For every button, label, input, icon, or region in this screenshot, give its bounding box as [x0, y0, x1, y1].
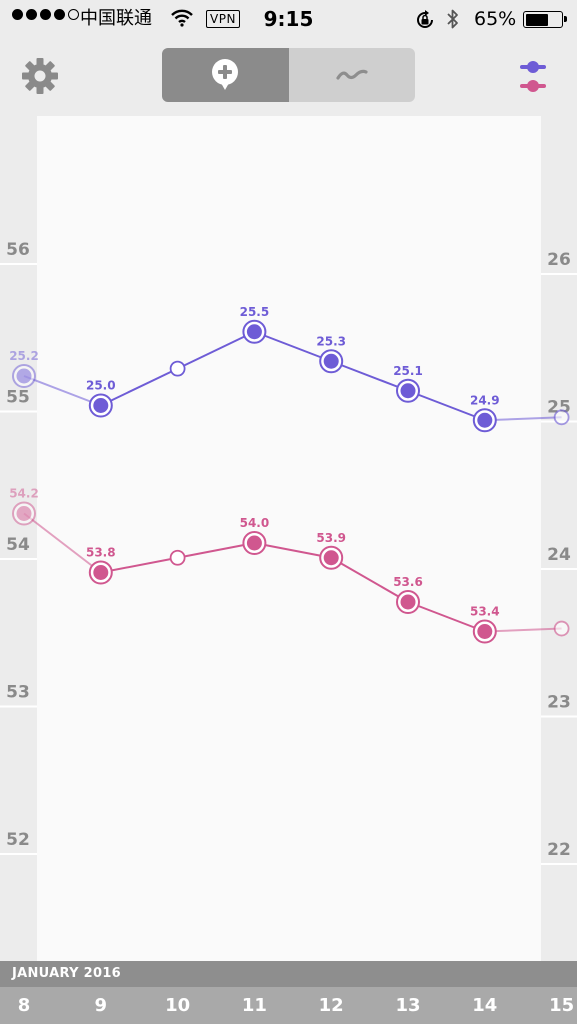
vpn-badge: VPN	[206, 10, 240, 28]
data-point[interactable]	[323, 550, 339, 566]
left-axis-tick-label: 52	[6, 830, 30, 850]
battery-percent: 65%	[474, 8, 517, 30]
data-label: 25.2	[9, 349, 39, 363]
gear-icon	[22, 58, 58, 94]
data-label: 54.2	[9, 487, 39, 501]
data-point[interactable]	[400, 383, 416, 399]
view-segmented-control	[162, 48, 415, 102]
date-axis: JANUARY 2016 8 9 10 11 12 13 14 15	[0, 961, 577, 1024]
x-tick-label[interactable]: 12	[318, 995, 344, 1016]
series-line-segment	[254, 330, 332, 363]
trend-wave-icon	[336, 69, 368, 80]
data-point[interactable]	[93, 565, 109, 580]
interpolated-point	[553, 409, 570, 426]
series-line-segment	[330, 556, 409, 603]
series-line-segment	[484, 416, 562, 422]
data-point[interactable]	[16, 368, 32, 384]
series-line-segment	[484, 627, 562, 633]
signal-dot	[68, 9, 79, 20]
wifi-icon	[170, 8, 194, 34]
series-line-segment	[254, 542, 332, 559]
days-bar: 8 9 10 11 12 13 14 15	[0, 987, 577, 1024]
data-label: 54.0	[240, 516, 270, 530]
add-entry-segment[interactable]	[162, 48, 289, 102]
series-line-segment	[407, 601, 486, 633]
x-tick-label[interactable]: 14	[472, 995, 498, 1016]
toolbar	[0, 38, 577, 116]
x-tick-label[interactable]: 13	[395, 995, 421, 1016]
trend-segment[interactable]	[288, 48, 415, 102]
series-filter-icon	[520, 61, 546, 92]
left-axis-tick-label: 54	[6, 535, 30, 555]
data-label: 53.9	[316, 531, 346, 545]
data-label: 53.4	[470, 605, 500, 619]
bluetooth-icon	[446, 7, 460, 37]
data-label: 53.8	[86, 546, 116, 560]
series-line-segment	[177, 542, 255, 559]
status-bar: 中国联通 VPN 9:15 65%	[0, 0, 577, 38]
data-point[interactable]	[477, 412, 493, 428]
battery-icon	[523, 11, 567, 28]
data-point[interactable]	[400, 594, 416, 610]
plot-area	[37, 116, 541, 961]
data-label: 25.1	[393, 364, 423, 378]
signal-dot	[12, 9, 23, 20]
data-label: 25.3	[316, 334, 346, 348]
right-axis-tick-label: 26	[547, 250, 571, 270]
x-tick-label[interactable]: 8	[17, 995, 31, 1016]
data-point[interactable]	[246, 324, 262, 340]
signal-dot	[54, 9, 65, 20]
series-line-segment	[23, 512, 102, 574]
series-line-segment	[177, 330, 255, 370]
signal-dot	[26, 9, 37, 20]
x-tick-label[interactable]: 10	[165, 995, 191, 1016]
data-point[interactable]	[16, 506, 32, 521]
data-point[interactable]	[93, 398, 109, 413]
rotation-lock-icon	[414, 9, 436, 37]
series-toggle-button[interactable]	[513, 56, 553, 98]
month-bar: JANUARY 2016	[0, 961, 577, 987]
battery-fill	[525, 13, 549, 26]
carrier-name: 中国联通	[80, 8, 152, 29]
settings-button[interactable]	[20, 56, 60, 96]
right-axis-tick-label: 22	[547, 840, 571, 860]
interpolated-point	[169, 549, 186, 566]
data-label: 24.9	[470, 393, 500, 407]
data-label: 25.0	[86, 379, 116, 393]
series-line-segment	[100, 367, 179, 407]
x-tick-label[interactable]: 15	[549, 995, 575, 1016]
interpolated-point	[169, 360, 186, 377]
series-line-segment	[407, 389, 486, 422]
data-label: 25.5	[240, 305, 270, 319]
signal-dot	[40, 9, 51, 20]
right-axis-tick-label: 24	[547, 545, 571, 565]
data-point[interactable]	[477, 624, 493, 639]
series-line-segment	[100, 556, 178, 574]
clock: 9:15	[263, 7, 314, 31]
x-tick-label[interactable]: 9	[94, 995, 108, 1016]
left-axis-tick-label: 53	[6, 683, 30, 703]
month-label: JANUARY 2016	[12, 966, 122, 981]
data-point[interactable]	[323, 353, 339, 369]
series-line-segment	[23, 375, 102, 407]
signal-strength-icon	[12, 9, 79, 20]
data-label: 53.6	[393, 575, 423, 589]
x-tick-label[interactable]: 11	[241, 995, 267, 1016]
left-axis-tick-label: 55	[6, 388, 30, 408]
series-line-segment	[330, 360, 409, 392]
interpolated-point	[553, 620, 570, 637]
add-entry-icon	[212, 59, 239, 90]
right-axis-tick-label: 23	[547, 693, 571, 713]
left-axis-tick-label: 56	[6, 240, 30, 260]
data-point[interactable]	[246, 535, 262, 551]
